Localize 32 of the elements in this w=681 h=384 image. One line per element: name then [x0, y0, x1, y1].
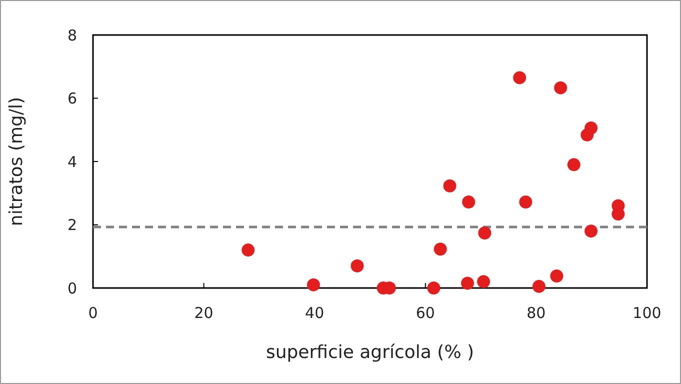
y-tick-label: 8	[67, 26, 77, 44]
x-tick-label: 100	[632, 304, 662, 322]
x-tick-label: 60	[416, 304, 435, 322]
point	[567, 158, 580, 172]
point	[550, 269, 564, 282]
point	[584, 224, 598, 238]
point	[478, 226, 492, 240]
y-tick-label: 2	[67, 216, 77, 234]
point	[513, 71, 526, 84]
point	[306, 278, 320, 292]
point	[434, 242, 447, 256]
point	[242, 244, 255, 257]
point	[443, 179, 456, 192]
point	[477, 275, 490, 288]
point	[519, 195, 532, 208]
point	[612, 208, 625, 220]
point	[584, 121, 598, 134]
y-tick-label: 0	[67, 279, 77, 298]
y-axis-title: nitratos (mg/l)	[6, 96, 27, 226]
x-tick-label: 0	[88, 304, 98, 322]
point	[532, 280, 546, 293]
point	[554, 81, 568, 94]
x-tick-label: 80	[526, 304, 546, 322]
x-tick-label: 40	[305, 304, 324, 322]
y-tick-label: 4	[67, 152, 77, 171]
point	[427, 282, 440, 294]
point	[350, 259, 364, 272]
point	[461, 276, 474, 290]
x-axis-title: superficie agrícola (% )	[266, 342, 474, 363]
point	[462, 195, 476, 208]
y-tick-label: 6	[67, 90, 77, 108]
x-tick-label: 20	[194, 304, 214, 322]
